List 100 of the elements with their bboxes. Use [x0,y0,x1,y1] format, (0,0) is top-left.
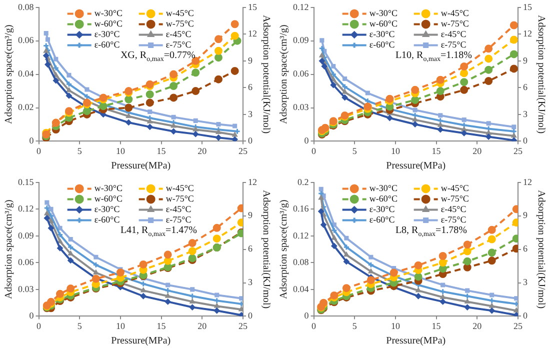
x-tick-label: 20 [472,146,482,156]
legend-label: w-45°C [166,8,194,18]
y-axis-title: Adsorption space(cm³/g) [4,24,15,124]
y2-tick-label: 6 [248,244,253,254]
y2-tick-label: 9 [523,55,528,66]
legend-label: w-60°C [369,194,398,204]
x-tick-label: 10 [116,320,126,331]
legend-label: ε-30°C [94,29,120,40]
legend-label: w-30°C [94,183,122,194]
y-tick-label: 0 [304,310,310,321]
y2-tick-label: 0 [523,310,528,321]
x-tick-label: 15 [156,146,166,156]
legend-label: ε-45°C [440,204,466,214]
x-tick-label: 0 [312,320,316,331]
legend-label: ε-45°C [440,29,466,40]
legend-label: ε-30°C [369,204,395,214]
legend-label: w-75°C [440,194,469,204]
y2-tick-label: 12 [248,28,257,39]
x-tick-label: 5 [352,146,358,156]
y-tick-label: 0.12 [293,2,309,12]
y2-axis-title: Adsorption potential(KJ/mol) [260,190,272,309]
y-tick-label: 0.03 [293,102,310,112]
legend-label: ε-75°C [440,214,466,225]
legend-label: w-75°C [440,18,469,29]
y-tick-label: 0.2 [298,176,309,187]
legend-label: ε-60°C [94,214,120,225]
y-tick-label: 0.03 [18,284,34,294]
y2-tick-label: 12 [248,176,257,187]
y-tick-label: 0 [29,136,34,146]
y2-axis-title: Adsorption potential(KJ/mol) [535,14,546,134]
legend-label: w-75°C [166,18,194,29]
x-tick-label: 5 [77,146,82,156]
y2-tick-label: 6 [523,244,528,254]
y-axis-title: Adsorption space(cm³/g) [4,200,15,299]
y2-tick-label: 0 [523,136,528,146]
x-tick-label: 25 [514,146,523,156]
y2-tick-label: 3 [523,108,528,119]
y-tick-label: 0.09 [18,230,34,240]
y2-tick-label: 0 [248,136,253,146]
y2-tick-label: 3 [523,277,528,288]
x-tick-label: 15 [156,320,166,331]
y-tick-label: 0.08 [18,2,34,12]
legend-label: w-45°C [440,183,469,194]
x-tick-label: 5 [77,320,82,331]
y2-tick-label: 12 [523,28,532,39]
x-tick-label: 0 [36,146,42,156]
y-tick-label: 0.08 [293,257,310,268]
y2-tick-label: 0 [248,310,253,321]
y-tick-label: 0.12 [18,204,34,214]
y-tick-label: 0 [304,136,310,146]
y-tick-label: 0.12 [293,230,309,240]
x-tick-label: 20 [198,146,208,156]
y-tick-label: 0.16 [293,204,310,214]
y2-tick-label: 12 [523,176,532,187]
x-tick-label: 25 [238,320,248,331]
y2-tick-label: 3 [248,277,253,288]
y-tick-label: 0.06 [18,35,34,46]
legend-label: ε-75°C [440,40,466,50]
legend-label: ε-75°C [166,214,192,225]
legend-label: w-30°C [369,183,398,194]
y2-tick-label: 9 [523,210,528,220]
y2-tick-label: 15 [523,2,532,12]
y-tick-label: 0.06 [293,68,310,79]
legend-label: ε-60°C [94,40,120,50]
x-tick-label: 0 [36,320,42,331]
y2-axis-title: Adsorption potential(KJ/mol) [535,190,546,309]
y-tick-label: 0.09 [293,35,310,46]
legend-label: w-45°C [440,8,469,18]
x-tick-label: 25 [514,320,523,331]
legend-label: ε-30°C [94,204,120,214]
legend-label: ε-45°C [166,29,192,40]
y-tick-label: 0.15 [18,176,34,187]
y-axis-title: Adsorption space(cm³/g) [278,200,290,299]
y-tick-label: 0 [29,310,34,321]
x-axis-title: Pressure(MPa) [386,336,446,347]
x-axis-title: Pressure(MPa) [111,336,171,347]
x-axis-title: Pressure(MPa) [111,160,171,172]
legend-label: w-60°C [369,18,398,29]
y2-tick-label: 9 [248,210,253,220]
y2-tick-label: 9 [248,55,253,66]
y-tick-label: 0.04 [293,284,310,294]
x-axis-title: Pressure(MPa) [386,160,446,172]
y2-tick-label: 6 [248,82,253,92]
legend-label: ε-60°C [369,214,395,225]
y-tick-label: 0.02 [18,102,34,112]
x-tick-label: 10 [116,146,126,156]
legend-label: ε-60°C [369,40,395,50]
y-axis-title: Adsorption space(cm³/g) [278,24,290,124]
legend-label: w-60°C [94,18,122,29]
legend-label: w-30°C [94,8,122,18]
y2-tick-label: 3 [248,108,253,119]
x-tick-label: 10 [390,320,400,331]
y2-tick-label: 6 [523,82,528,92]
legend-label: w-75°C [166,194,194,204]
x-tick-label: 10 [390,146,400,156]
x-tick-label: 0 [312,146,316,156]
legend-label: w-60°C [94,194,122,204]
y2-axis-title: Adsorption potential(KJ/mol) [260,14,272,134]
legend-label: ε-45°C [166,204,192,214]
x-tick-label: 5 [352,320,358,331]
